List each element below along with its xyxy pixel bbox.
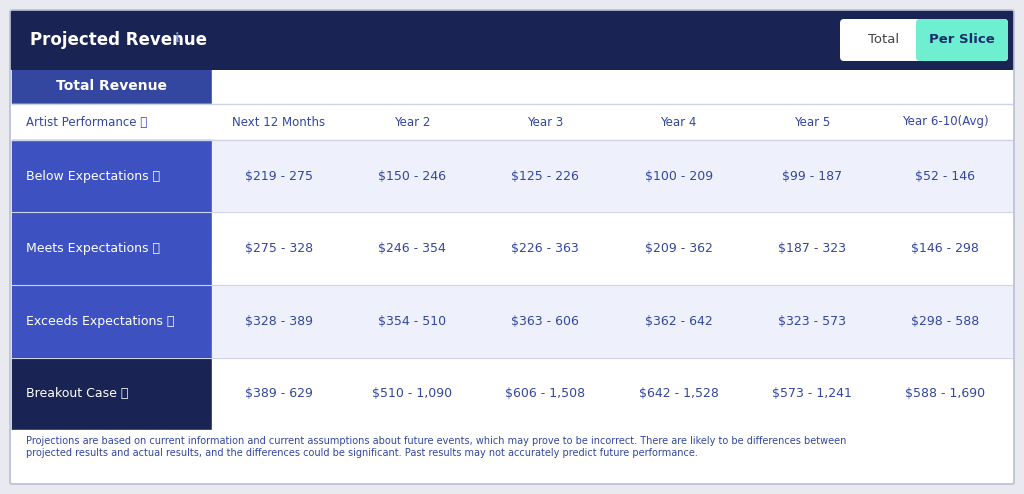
Text: $150 - 246: $150 - 246 <box>378 170 446 183</box>
Bar <box>12 285 212 358</box>
Bar <box>920 23 962 57</box>
Text: Breakout Case ⓘ: Breakout Case ⓘ <box>26 387 128 400</box>
Text: Projected Revenue: Projected Revenue <box>30 31 207 49</box>
Bar <box>212 212 1012 285</box>
Bar <box>12 358 212 430</box>
Text: $52 - 146: $52 - 146 <box>915 170 975 183</box>
Text: Per Slice: Per Slice <box>929 34 995 46</box>
Bar <box>12 430 1012 482</box>
Text: $100 - 209: $100 - 209 <box>644 170 713 183</box>
Text: $573 - 1,241: $573 - 1,241 <box>772 387 852 400</box>
Bar <box>12 12 1012 68</box>
Text: $606 - 1,508: $606 - 1,508 <box>505 387 586 400</box>
Text: $99 - 187: $99 - 187 <box>782 170 842 183</box>
Text: projected results and actual results, and the differences could be significant. : projected results and actual results, an… <box>26 448 698 458</box>
Text: Year 3: Year 3 <box>527 116 563 128</box>
Text: $642 - 1,528: $642 - 1,528 <box>639 387 719 400</box>
Text: Next 12 Months: Next 12 Months <box>232 116 326 128</box>
Bar <box>12 212 212 285</box>
Text: $125 - 226: $125 - 226 <box>511 170 580 183</box>
Text: $362 - 642: $362 - 642 <box>645 315 713 328</box>
Text: Year 5: Year 5 <box>794 116 830 128</box>
Text: $219 - 275: $219 - 275 <box>245 170 312 183</box>
Text: Total Revenue: Total Revenue <box>56 79 168 93</box>
Bar <box>212 68 1012 104</box>
Text: $363 - 606: $363 - 606 <box>511 315 580 328</box>
Text: $187 - 323: $187 - 323 <box>778 242 846 255</box>
Text: $298 - 588: $298 - 588 <box>911 315 980 328</box>
Text: Year 6-10(Avg): Year 6-10(Avg) <box>902 116 988 128</box>
FancyBboxPatch shape <box>10 10 1014 484</box>
Text: $209 - 362: $209 - 362 <box>645 242 713 255</box>
Text: $226 - 363: $226 - 363 <box>511 242 580 255</box>
Bar <box>212 358 1012 430</box>
Bar <box>212 285 1012 358</box>
Text: Artist Performance ⓘ: Artist Performance ⓘ <box>26 116 147 128</box>
Text: ℹ: ℹ <box>175 33 180 45</box>
Bar <box>212 140 1012 212</box>
FancyBboxPatch shape <box>10 10 1014 70</box>
FancyBboxPatch shape <box>840 19 1008 61</box>
Text: $323 - 573: $323 - 573 <box>778 315 846 328</box>
Text: Total: Total <box>868 34 899 46</box>
Text: $275 - 328: $275 - 328 <box>245 242 312 255</box>
Text: $354 - 510: $354 - 510 <box>378 315 446 328</box>
Text: Below Expectations ⓘ: Below Expectations ⓘ <box>26 170 160 183</box>
Text: $146 - 298: $146 - 298 <box>911 242 979 255</box>
Text: $588 - 1,690: $588 - 1,690 <box>905 387 985 400</box>
Bar <box>12 104 1012 140</box>
FancyBboxPatch shape <box>916 19 1008 61</box>
Text: Exceeds Expectations ⓘ: Exceeds Expectations ⓘ <box>26 315 174 328</box>
Bar <box>12 40 1012 68</box>
Text: Year 2: Year 2 <box>394 116 430 128</box>
Text: $328 - 389: $328 - 389 <box>245 315 312 328</box>
Bar <box>12 68 212 104</box>
Text: $246 - 354: $246 - 354 <box>378 242 445 255</box>
Text: $389 - 629: $389 - 629 <box>245 387 312 400</box>
Text: Meets Expectations ⓘ: Meets Expectations ⓘ <box>26 242 160 255</box>
Text: $510 - 1,090: $510 - 1,090 <box>372 387 452 400</box>
Bar <box>12 140 212 212</box>
Text: Year 4: Year 4 <box>660 116 697 128</box>
Text: Projections are based on current information and current assumptions about futur: Projections are based on current informa… <box>26 436 847 446</box>
